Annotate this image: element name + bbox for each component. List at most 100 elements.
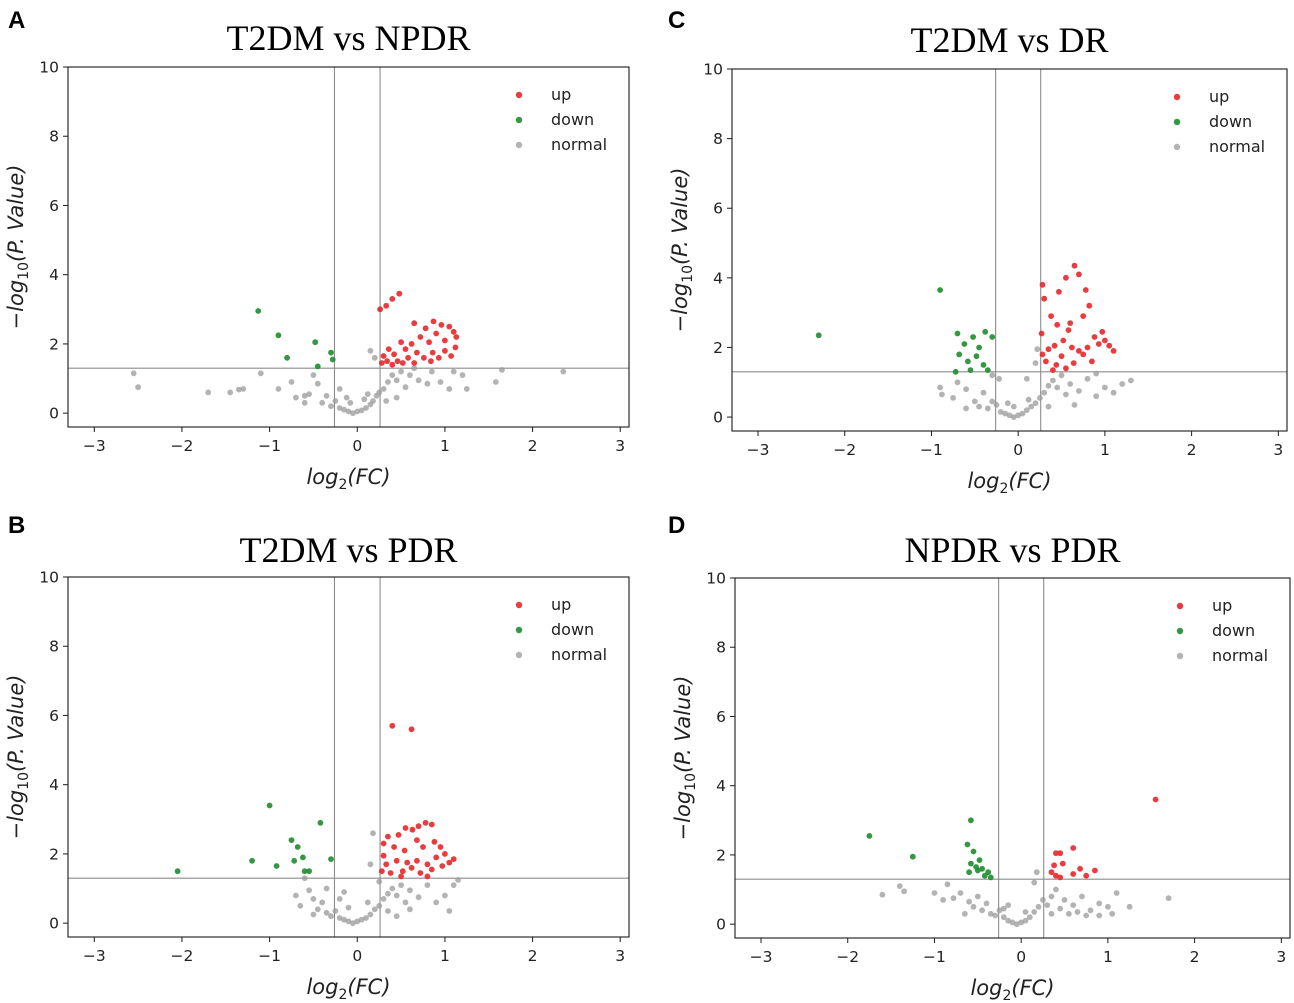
legend-marker-up [1176,602,1184,610]
data-point-down [968,817,974,824]
y-axis-label: −log10(P. Value) [4,165,32,330]
data-point-up [1038,330,1045,337]
data-point-normal [987,910,994,917]
y-tick-label: 0 [49,915,59,933]
panel-letter: A [8,7,25,34]
x-tick-label: 0 [1016,948,1026,966]
data-point-normal [1037,395,1043,401]
data-point-down [984,367,991,373]
data-point-normal [1093,370,1100,377]
data-point-down [976,857,983,863]
y-tick-label: 4 [713,269,723,287]
y-tick-label: 8 [716,639,726,657]
data-point-up [450,856,457,862]
data-point-normal [1000,914,1007,921]
data-point-down [174,868,181,875]
y-tick-label: 2 [49,335,59,353]
data-point-up [1102,337,1108,344]
data-point-normal [389,372,396,378]
data-point-normal [499,367,505,373]
series-down [174,802,334,875]
data-point-up [431,838,438,845]
data-point-normal [393,913,400,920]
data-point-normal [135,384,142,391]
data-point-normal [950,395,956,401]
x-tick-label: 2 [528,947,538,965]
data-point-normal [328,403,334,410]
data-point-normal [1031,909,1038,915]
data-point-up [387,870,394,876]
data-point-normal [411,365,418,372]
data-point-up [1099,328,1106,335]
data-point-normal [336,386,343,392]
data-point-normal [971,398,978,405]
data-point-normal [1048,893,1055,900]
data-point-normal [996,375,1002,382]
y-tick-label: 0 [713,409,723,427]
y-tick-label: 6 [716,708,726,726]
y-tick-label: 6 [49,707,59,725]
legend-marker-up [1173,93,1181,101]
data-point-normal [364,391,371,397]
series-down [815,287,996,375]
legend-label-up: up [551,85,571,104]
data-point-up [435,354,442,361]
data-point-normal [301,392,308,399]
y-tick-label: 2 [716,846,726,864]
data-point-normal [1010,414,1017,420]
data-point-normal [1050,377,1056,384]
data-point-normal [937,384,943,391]
data-point-normal [323,885,330,892]
x-tick-label: −1 [258,437,281,455]
data-point-up [378,360,385,366]
data-point-normal [1093,393,1100,400]
data-point-up [442,347,448,354]
data-point-normal [979,907,985,914]
data-point-normal [376,878,383,885]
legend-marker-down [515,626,523,634]
y-tick-label: 0 [49,405,59,423]
data-point-down [973,353,980,360]
legend: up down normal [515,595,607,664]
data-point-normal [398,882,404,888]
x-tick-label: −3 [750,948,773,966]
series-normal [937,346,1134,420]
data-point-up [442,851,448,857]
data-point-normal [984,405,991,412]
data-point-up [417,870,424,876]
data-point-up [1057,850,1064,857]
data-point-normal [367,347,374,354]
panel-letter: D [668,512,685,539]
data-point-up [439,863,446,869]
data-point-normal [367,861,374,868]
series-normal [879,869,1172,928]
plot-frame [731,68,1288,432]
data-point-normal [1079,893,1085,900]
x-tick-label: −3 [747,441,770,459]
data-point-up [1043,358,1049,365]
data-point-normal [398,368,404,375]
data-point-normal [1035,903,1042,910]
data-point-normal [1013,921,1020,928]
data-point-up [393,857,400,864]
data-point-up [1092,867,1098,874]
data-point-normal [385,379,391,385]
x-tick-label: −2 [171,947,194,965]
data-point-up [1070,871,1077,877]
data-point-down [273,863,280,869]
data-point-normal [463,386,470,392]
data-point-normal [961,910,968,917]
data-point-normal [1057,905,1064,912]
data-point-up [414,857,420,864]
data-point-down [284,354,290,361]
data-point-up [1086,302,1093,309]
data-point-normal [415,894,422,901]
y-tick-label: 4 [49,776,59,794]
data-point-up [1106,342,1113,349]
data-point-normal [336,405,343,411]
x-tick-label: −2 [833,441,856,459]
x-tick-label: −3 [83,947,106,965]
data-point-up [1060,337,1067,344]
data-point-down [954,330,961,337]
y-tick-label: 10 [39,59,59,77]
